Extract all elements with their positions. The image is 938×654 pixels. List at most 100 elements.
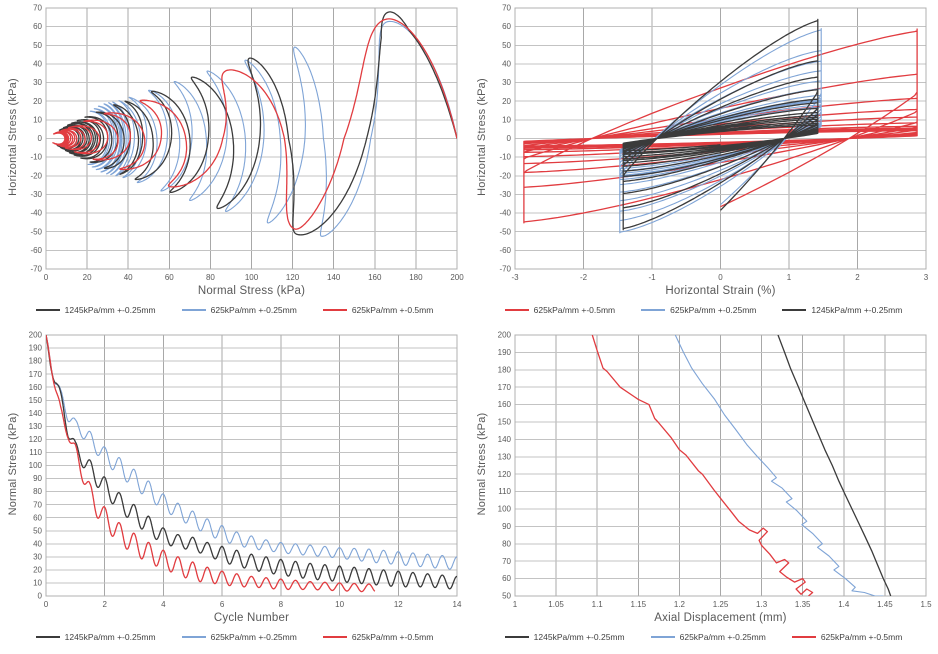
y-tick-label: 70 <box>502 557 511 566</box>
y-tick-label: -30 <box>30 190 42 199</box>
tick-labels: 0 2 4 6 8 10 12 1401020304050607080901001101201… <box>29 331 462 609</box>
y-tick-label: -70 <box>30 265 42 274</box>
y-tick-label: 140 <box>498 435 512 444</box>
y-tick-label: 190 <box>498 348 512 357</box>
x-tick-label: 1.25 <box>713 600 729 609</box>
y-tick-label: -60 <box>499 246 511 255</box>
series-lines <box>523 18 918 234</box>
series-red <box>52 18 457 230</box>
y-tick-label: 30 <box>33 78 42 87</box>
legend-label: 625kPa/mm +-0.25mm <box>679 632 766 642</box>
x-tick-label: 1.3 <box>756 600 768 609</box>
y-axis-title: Horizontal Stress (kPa) <box>7 78 19 196</box>
series-blue <box>46 335 457 570</box>
legend-label: 625kPa/mm +-0.5mm <box>351 632 434 642</box>
series-lines <box>46 335 457 593</box>
y-tick-label: 10 <box>502 116 511 125</box>
y-tick-label: 110 <box>29 448 42 457</box>
y-tick-label: 120 <box>29 435 43 444</box>
y-tick-label: 50 <box>502 592 511 601</box>
x-axis-title: Normal Stress (kPa) <box>197 285 306 297</box>
legend-line-red <box>322 636 347 638</box>
y-tick-label: 90 <box>33 474 42 483</box>
y-tick-label: 20 <box>502 97 511 106</box>
x-tick-label: 0 <box>44 273 49 282</box>
legend-label: 625kPa/mm +-0.25mm <box>210 632 297 642</box>
series-red <box>46 335 376 593</box>
y-tick-label: -10 <box>30 153 42 162</box>
plot-border <box>514 334 927 597</box>
legend-item-black: 1245kPa/mm +-0.25mm <box>504 632 625 642</box>
legend-label: 1245kPa/mm +-0.25mm <box>64 305 156 315</box>
x-tick-label: 8 <box>279 600 284 609</box>
shear-vs-strain-plot: -3 -2 -1 0 1 2 3-70-60-50-40-30-20-10010203040… <box>499 4 928 282</box>
y-tick-label: 150 <box>498 418 512 427</box>
series-black <box>777 335 892 596</box>
y-tick-label: 180 <box>29 357 43 366</box>
legend-item-red: 625kPa/mm +-0.5mm <box>504 305 615 315</box>
y-tick-label: -20 <box>499 171 511 180</box>
x-axis-title: Horizontal Strain (%) <box>665 285 776 297</box>
x-tick-label: 180 <box>409 273 423 282</box>
series-black <box>46 335 457 590</box>
y-axis-title: Normal Stress (kPa) <box>476 412 488 516</box>
legend-item-red: 625kPa/mm +-0.5mm <box>322 305 433 315</box>
legend-label: 625kPa/mm +-0.25mm <box>210 305 297 315</box>
y-tick-label: 40 <box>33 539 42 548</box>
plot-border <box>45 334 458 597</box>
y-tick-label: 50 <box>33 41 42 50</box>
legend-line-red <box>504 309 529 311</box>
x-tick-label: 1.15 <box>631 600 647 609</box>
x-tick-label: 80 <box>206 273 215 282</box>
y-tick-label: -20 <box>30 171 42 180</box>
y-tick-label: 20 <box>33 97 42 106</box>
x-tick-label: 1.45 <box>877 600 893 609</box>
y-tick-label: 50 <box>33 526 42 535</box>
legend: 1245kPa/mm +-0.25mm 625kPa/mm +-0.25mm 625… <box>469 632 938 642</box>
tick-labels: 1 1.05 1.1 1.15 1.2 1.25 1.3 1.35 1.4 1.45 1.5 50 60… <box>498 331 932 609</box>
x-tick-label: 120 <box>286 273 300 282</box>
x-tick-label: 4 <box>161 600 166 609</box>
x-tick-label: 40 <box>124 273 133 282</box>
series-blue <box>619 28 822 234</box>
y-tick-label: 80 <box>502 539 511 548</box>
x-tick-label: 1.1 <box>592 600 604 609</box>
x-axis-title: Cycle Number <box>213 612 290 624</box>
y-tick-label: -40 <box>499 209 511 218</box>
x-tick-label: 140 <box>327 273 341 282</box>
chart-normal-vs-axial: 1 1.05 1.1 1.15 1.2 1.25 1.3 1.35 1.4 1.45 1.5 50 60… <box>469 327 938 654</box>
normal-vs-cycle-plot: 0 2 4 6 8 10 12 1401020304050607080901001101201… <box>29 331 462 609</box>
x-tick-label: 1.05 <box>548 600 564 609</box>
y-tick-label: 70 <box>502 4 511 13</box>
y-tick-label: 0 <box>38 134 43 143</box>
x-tick-label: 160 <box>368 273 382 282</box>
y-tick-label: 50 <box>502 41 511 50</box>
tick-labels: -3 -2 -1 0 1 2 3-70-60-50-40-30-20-10010203040… <box>499 4 928 282</box>
plot-border <box>514 7 927 270</box>
normal-vs-axial-plot: 1 1.05 1.1 1.15 1.2 1.25 1.3 1.35 1.4 1.45 1.5 50 60… <box>498 331 932 609</box>
x-tick-label: 1.2 <box>674 600 686 609</box>
y-tick-label: 140 <box>29 409 43 418</box>
chart-normal-vs-cycle: 0 2 4 6 8 10 12 14 0 10 20 30 40 50 60 70 80 90 100 110 120 1… <box>0 327 469 654</box>
legend-line-blue <box>181 309 206 311</box>
y-tick-label: 150 <box>29 396 43 405</box>
x-tick-label: 14 <box>453 600 462 609</box>
legend-label: 1245kPa/mm +-0.25mm <box>64 632 156 642</box>
y-tick-label: -50 <box>30 227 42 236</box>
y-tick-label: 170 <box>498 383 512 392</box>
y-tick-label: 60 <box>33 22 42 31</box>
x-tick-label: 1.5 <box>920 600 932 609</box>
y-tick-label: 100 <box>498 505 512 514</box>
y-tick-label: 10 <box>33 116 42 125</box>
legend-line-blue <box>181 636 206 638</box>
legend-line-black <box>35 636 60 638</box>
y-tick-label: 200 <box>498 331 512 340</box>
x-tick-label: 1.35 <box>795 600 811 609</box>
legend-label: 1245kPa/mm +-0.25mm <box>533 632 625 642</box>
y-axis-title: Normal Stress (kPa) <box>7 412 19 516</box>
y-tick-label: -10 <box>499 153 511 162</box>
x-tick-label: 1 <box>513 600 518 609</box>
x-tick-label: 2 <box>855 273 860 282</box>
gridlines <box>514 334 927 597</box>
series-red <box>591 335 814 596</box>
